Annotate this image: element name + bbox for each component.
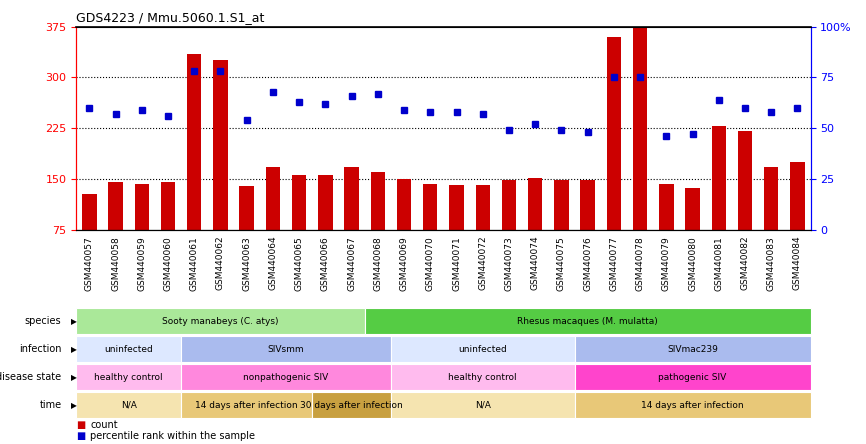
Bar xyxy=(213,60,228,230)
Bar xyxy=(554,180,569,230)
Bar xyxy=(292,175,307,230)
Text: ▶: ▶ xyxy=(71,400,77,410)
Text: GSM440079: GSM440079 xyxy=(662,236,671,290)
Text: GSM440077: GSM440077 xyxy=(610,236,618,290)
Text: GSM440060: GSM440060 xyxy=(164,236,172,290)
Text: ■: ■ xyxy=(76,431,86,441)
Text: healthy control: healthy control xyxy=(449,373,517,382)
Bar xyxy=(318,175,333,230)
Text: ▶: ▶ xyxy=(71,373,77,382)
Bar xyxy=(187,54,202,230)
Bar xyxy=(449,185,463,230)
Text: GSM440068: GSM440068 xyxy=(373,236,382,290)
Bar xyxy=(134,183,149,230)
Text: GSM440064: GSM440064 xyxy=(268,236,277,290)
Text: infection: infection xyxy=(19,344,61,354)
Text: GSM440057: GSM440057 xyxy=(85,236,94,290)
Bar xyxy=(108,182,123,230)
Text: GSM440059: GSM440059 xyxy=(138,236,146,290)
Text: species: species xyxy=(25,316,61,326)
Bar xyxy=(397,179,411,230)
Text: GSM440080: GSM440080 xyxy=(688,236,697,290)
Text: GSM440070: GSM440070 xyxy=(426,236,435,290)
Text: GSM440074: GSM440074 xyxy=(531,236,540,290)
Bar xyxy=(580,180,595,230)
Bar xyxy=(161,182,175,230)
Text: GSM440082: GSM440082 xyxy=(740,236,749,290)
Bar xyxy=(685,188,700,230)
Bar xyxy=(501,180,516,230)
Text: uninfected: uninfected xyxy=(104,345,153,354)
Text: ■: ■ xyxy=(76,420,86,430)
Bar xyxy=(659,183,674,230)
Text: count: count xyxy=(90,420,118,430)
Text: 30 days after infection: 30 days after infection xyxy=(301,400,403,410)
Text: GSM440066: GSM440066 xyxy=(321,236,330,290)
Text: 14 days after infection: 14 days after infection xyxy=(641,400,744,410)
Bar xyxy=(266,166,280,230)
Text: GSM440076: GSM440076 xyxy=(583,236,592,290)
Text: ▶: ▶ xyxy=(71,317,77,326)
Bar xyxy=(791,162,805,230)
Text: GSM440063: GSM440063 xyxy=(242,236,251,290)
Text: time: time xyxy=(39,400,61,410)
Text: percentile rank within the sample: percentile rank within the sample xyxy=(90,431,255,441)
Text: ▶: ▶ xyxy=(71,345,77,354)
Bar xyxy=(633,27,647,230)
Bar xyxy=(82,194,96,230)
Text: GSM440075: GSM440075 xyxy=(557,236,565,290)
Text: GSM440078: GSM440078 xyxy=(636,236,644,290)
Text: GSM440083: GSM440083 xyxy=(766,236,776,290)
Text: pathogenic SIV: pathogenic SIV xyxy=(658,373,727,382)
Text: GSM440058: GSM440058 xyxy=(111,236,120,290)
Text: N/A: N/A xyxy=(475,400,491,410)
Text: disease state: disease state xyxy=(0,372,61,382)
Text: N/A: N/A xyxy=(120,400,137,410)
Text: GSM440071: GSM440071 xyxy=(452,236,461,290)
Text: uninfected: uninfected xyxy=(458,345,507,354)
Bar xyxy=(371,172,385,230)
Text: GSM440073: GSM440073 xyxy=(505,236,514,290)
Bar xyxy=(738,131,753,230)
Text: GSM440061: GSM440061 xyxy=(190,236,198,290)
Text: GSM440072: GSM440072 xyxy=(478,236,488,290)
Bar xyxy=(475,185,490,230)
Bar xyxy=(607,37,621,230)
Text: nonpathogenic SIV: nonpathogenic SIV xyxy=(243,373,329,382)
Bar xyxy=(712,126,726,230)
Text: GSM440067: GSM440067 xyxy=(347,236,356,290)
Text: GSM440062: GSM440062 xyxy=(216,236,225,290)
Text: SIVmac239: SIVmac239 xyxy=(667,345,718,354)
Text: GSM440084: GSM440084 xyxy=(793,236,802,290)
Text: healthy control: healthy control xyxy=(94,373,163,382)
Text: SIVsmm: SIVsmm xyxy=(268,345,304,354)
Text: GSM440081: GSM440081 xyxy=(714,236,723,290)
Bar xyxy=(423,183,437,230)
Bar xyxy=(528,178,542,230)
Text: Rhesus macaques (M. mulatta): Rhesus macaques (M. mulatta) xyxy=(517,317,658,326)
Text: 14 days after infection: 14 days after infection xyxy=(196,400,298,410)
Text: GDS4223 / Mmu.5060.1.S1_at: GDS4223 / Mmu.5060.1.S1_at xyxy=(76,12,265,24)
Bar xyxy=(764,166,779,230)
Text: GSM440065: GSM440065 xyxy=(294,236,304,290)
Bar xyxy=(240,186,254,230)
Text: GSM440069: GSM440069 xyxy=(399,236,409,290)
Bar xyxy=(345,166,359,230)
Text: Sooty manabeys (C. atys): Sooty manabeys (C. atys) xyxy=(162,317,279,326)
